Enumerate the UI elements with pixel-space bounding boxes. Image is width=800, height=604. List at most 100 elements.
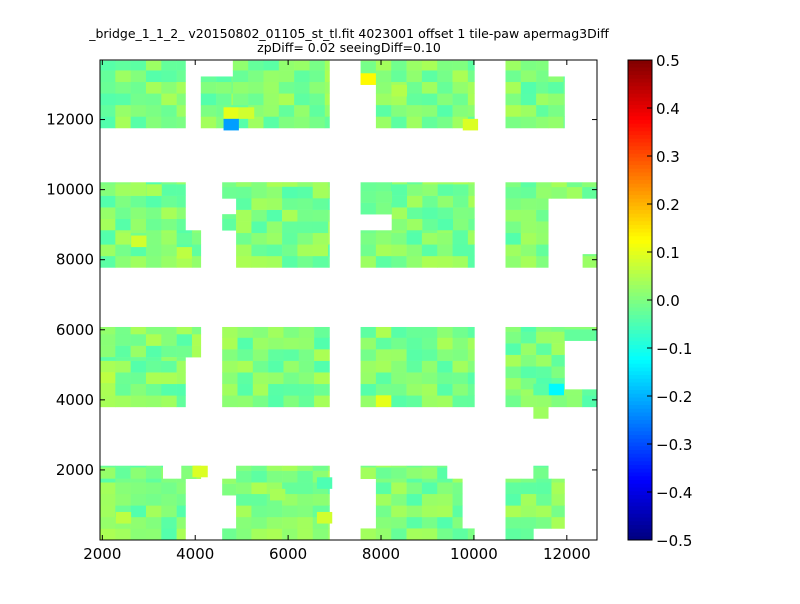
heatmap-cell — [421, 70, 438, 83]
colorbar-segment — [628, 341, 652, 346]
heatmap-cell — [406, 482, 423, 495]
heatmap-cell-highlight — [391, 84, 408, 97]
colorbar-segment — [628, 67, 652, 72]
heatmap-cell — [520, 516, 537, 529]
heatmap-cell — [452, 60, 469, 71]
heatmap-cell — [406, 395, 423, 408]
heatmap-cell — [406, 372, 423, 385]
heatmap-cell — [263, 81, 280, 94]
colorbar-segment — [628, 86, 652, 91]
heatmap-cell — [536, 209, 549, 222]
heatmap-cell — [548, 104, 564, 117]
heatmap-cell — [551, 516, 565, 529]
heatmap-cell — [520, 186, 537, 199]
heatmap-cell — [421, 516, 438, 529]
heatmap-cell — [282, 232, 298, 245]
heatmap-cell — [251, 465, 268, 471]
heatmap-cell — [294, 93, 310, 106]
heatmap-cell — [437, 493, 453, 506]
tile-block — [100, 357, 186, 408]
heatmap-cell — [115, 395, 131, 408]
heatmap-cell — [551, 395, 568, 408]
x-tick-label: 6000 — [269, 545, 307, 563]
heatmap-cell — [145, 207, 162, 220]
heatmap-cell — [360, 232, 377, 245]
heatmap-cell — [437, 244, 453, 257]
heatmap-cell — [145, 60, 162, 71]
colorbar-segment — [628, 333, 652, 338]
heatmap-cell — [467, 326, 475, 338]
heatmap-cell — [520, 232, 537, 245]
heatmap-cell — [328, 465, 330, 471]
heatmap-cell — [468, 207, 475, 220]
heatmap-cell — [505, 505, 522, 518]
heatmap-cell — [312, 470, 329, 483]
heatmap-cell — [130, 383, 147, 396]
heatmap-cell-highlight — [100, 372, 116, 384]
heatmap-cell — [248, 81, 264, 94]
heatmap-cell — [391, 207, 408, 220]
heatmap-cell — [176, 104, 186, 117]
colorbar-segment — [628, 281, 652, 286]
heatmap-cell — [263, 116, 280, 129]
heatmap-cell — [294, 60, 310, 71]
heatmap-cell — [406, 505, 423, 518]
heatmap-cell-highlight — [316, 511, 333, 524]
heatmap-cell — [251, 493, 268, 506]
heatmap-cell — [294, 70, 310, 83]
heatmap-cell — [551, 331, 565, 344]
tile-block — [100, 182, 186, 231]
heatmap-cell — [452, 337, 469, 350]
heatmap-cell — [298, 326, 315, 338]
heatmap-cell — [145, 230, 162, 234]
heatmap-cell — [248, 93, 264, 106]
heatmap-cell — [282, 516, 298, 529]
heatmap-cell — [520, 505, 537, 518]
colorbar-tick-label: 0.2 — [656, 196, 680, 214]
heatmap-cell — [360, 191, 377, 203]
heatmap-cell — [391, 182, 392, 192]
heatmap-cell — [130, 93, 147, 106]
heatmap-cell — [407, 182, 423, 185]
heatmap-cell — [421, 349, 438, 361]
colorbar-segment — [628, 483, 652, 488]
heatmap-cell — [263, 60, 280, 71]
heatmap-cell — [437, 383, 453, 396]
tile-block — [391, 182, 475, 231]
heatmap-cell — [100, 333, 116, 346]
tile-block — [360, 465, 448, 479]
heatmap-cell — [298, 372, 315, 385]
colorbar-segment — [628, 71, 652, 76]
heatmap-cell — [520, 93, 537, 106]
heatmap-cell — [298, 360, 315, 373]
heatmap-cell — [375, 191, 392, 203]
x-tick-label: 2000 — [83, 545, 121, 563]
heatmap-cell — [324, 70, 330, 83]
heatmap-cell — [161, 493, 177, 506]
heatmap-cell — [582, 255, 597, 268]
colorbar-segment — [628, 90, 652, 95]
heatmap-cell — [375, 81, 392, 94]
heatmap-cell — [115, 482, 131, 495]
heatmap-cell — [115, 207, 131, 220]
heatmap-cell-highlight — [375, 395, 392, 407]
x-tick-label: 10000 — [450, 545, 498, 563]
heatmap-cell — [283, 349, 300, 361]
heatmap-cell — [421, 244, 438, 257]
heatmap-cell — [115, 493, 131, 506]
heatmap-cell — [324, 81, 330, 94]
heatmap-cell — [536, 60, 549, 71]
heatmap-cell — [375, 372, 392, 385]
heatmap-cell — [437, 478, 453, 483]
heatmap-cell — [452, 230, 469, 234]
heatmap-cell — [551, 493, 565, 506]
colorbar-segment — [628, 495, 652, 500]
heatmap-cell — [222, 478, 237, 484]
heatmap-cell — [360, 244, 377, 257]
heatmap-cell — [375, 182, 392, 192]
heatmap-cell — [391, 516, 407, 529]
heatmap-cell — [200, 104, 217, 117]
heatmap-cell — [582, 186, 597, 199]
heatmap-cell — [375, 493, 392, 506]
heatmap-cell — [467, 93, 475, 106]
